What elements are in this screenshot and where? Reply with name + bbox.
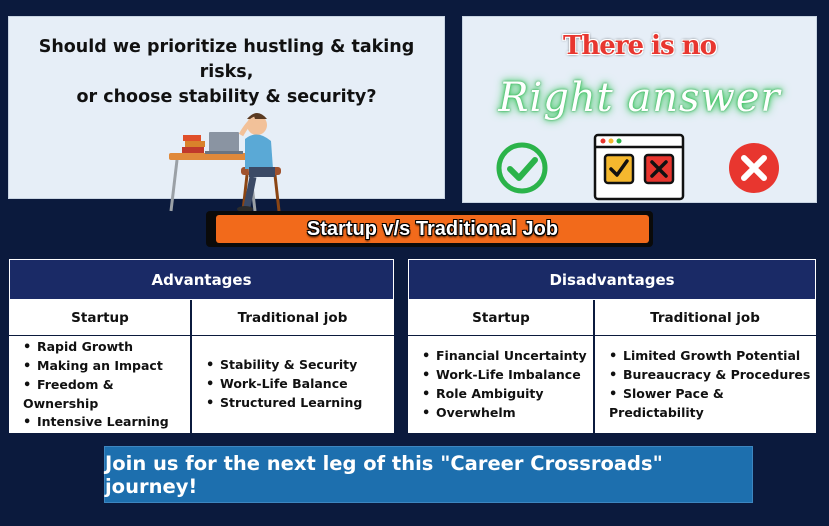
list-item: Work-Life Imbalance	[422, 366, 587, 385]
question-panel: Should we prioritize hustling & taking r…	[8, 16, 445, 212]
advantages-startup-cell: Rapid Growth Making an Impact Freedom & …	[23, 336, 191, 433]
column-divider	[593, 300, 595, 433]
list-item: Financial Uncertainty	[422, 347, 587, 366]
list-item: Freedom & Ownership	[23, 376, 191, 413]
list-item: Work-Life Balance	[206, 375, 362, 394]
disadvantages-traditional-list: Limited Growth Potential Bureaucracy & P…	[609, 347, 816, 422]
list-item: Slower Pace & Predictability	[609, 385, 816, 422]
title-banner: Startup v/s Traditional Job	[206, 211, 653, 247]
disadvantages-table: Disadvantages Startup Traditional job Fi…	[406, 257, 818, 435]
disadvantages-startup-cell: Financial Uncertainty Work-Life Imbalanc…	[422, 336, 594, 433]
cta-banner: Join us for the next leg of this "Career…	[104, 446, 753, 503]
question-line-1: Should we prioritize hustling & taking r…	[38, 37, 415, 82]
advantages-traditional-cell: Stability & Security Work-Life Balance S…	[206, 336, 394, 433]
list-item: Rapid Growth	[23, 338, 191, 357]
list-item: Bureaucracy & Procedures	[609, 366, 816, 385]
list-item: Stability & Security	[206, 356, 362, 375]
list-item: Limited Growth Potential	[609, 347, 816, 366]
answer-line-1: There is no	[563, 31, 717, 61]
advantages-table: Advantages Startup Traditional job Rapid…	[7, 257, 396, 435]
disadvantages-traditional-header: Traditional job	[594, 300, 816, 336]
advantages-startup-list: Rapid Growth Making an Impact Freedom & …	[23, 338, 191, 432]
checkbox-window-icon	[593, 133, 685, 201]
disadvantages-header: Disadvantages	[408, 259, 816, 300]
column-divider	[190, 300, 192, 433]
advantages-traditional-header: Traditional job	[191, 300, 394, 336]
advantages-startup-header: Startup	[9, 300, 191, 336]
banner-title: Startup v/s Traditional Job	[216, 215, 649, 243]
list-item: Role Ambiguity	[422, 385, 587, 404]
answer-panel: There is no Right answer	[462, 16, 817, 203]
list-item: Making an Impact	[23, 357, 191, 376]
answer-line-2: Right answer	[498, 75, 781, 121]
list-item: Intensive Learning	[23, 413, 191, 432]
list-item: Overwhelm	[422, 404, 587, 423]
question-line-2: or choose stability & security?	[76, 87, 377, 107]
check-icon	[496, 142, 548, 194]
stressed-worker-illustration	[169, 113, 281, 212]
question-text: Should we prioritize hustling & taking r…	[9, 35, 444, 110]
disadvantages-startup-header: Startup	[408, 300, 594, 336]
advantages-header: Advantages	[9, 259, 394, 300]
advantages-traditional-list: Stability & Security Work-Life Balance S…	[206, 356, 362, 413]
list-item: Structured Learning	[206, 394, 362, 413]
cross-icon	[729, 143, 779, 193]
disadvantages-traditional-cell: Limited Growth Potential Bureaucracy & P…	[609, 336, 816, 433]
disadvantages-startup-list: Financial Uncertainty Work-Life Imbalanc…	[422, 347, 587, 423]
